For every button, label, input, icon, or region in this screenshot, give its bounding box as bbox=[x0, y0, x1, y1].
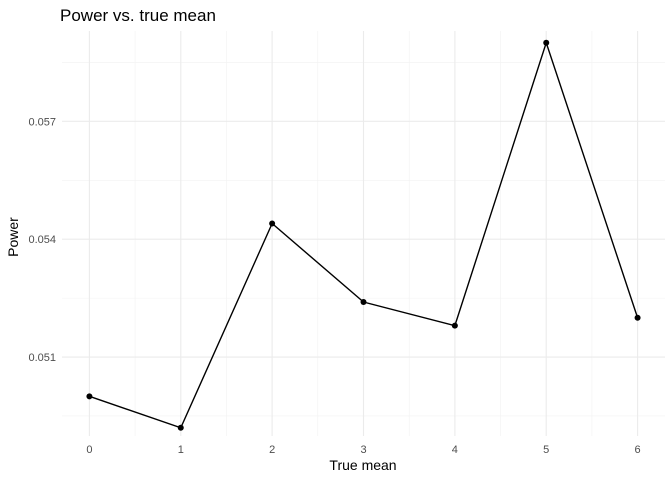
x-tick-label: 0 bbox=[86, 444, 92, 456]
x-tick-label: 3 bbox=[360, 444, 366, 456]
data-point bbox=[360, 299, 367, 306]
data-point bbox=[634, 314, 641, 321]
x-axis-title: True mean bbox=[329, 457, 396, 473]
tick-labels: 0 1 2 3 4 5 6 0.051 0.054 0.057 bbox=[28, 116, 640, 456]
x-tick-label: 5 bbox=[543, 444, 549, 456]
y-tick-label: 0.054 bbox=[28, 234, 56, 246]
y-tick-label: 0.051 bbox=[28, 352, 56, 364]
y-tick-label: 0.057 bbox=[28, 116, 56, 128]
data-point bbox=[269, 220, 276, 227]
grid-lines bbox=[62, 31, 665, 436]
chart-title: Power vs. true mean bbox=[60, 6, 216, 25]
data-point bbox=[177, 424, 184, 431]
x-tick-label: 6 bbox=[635, 444, 641, 456]
y-axis-title: Power bbox=[5, 217, 21, 257]
data-point bbox=[543, 39, 550, 46]
x-tick-label: 2 bbox=[269, 444, 275, 456]
series-layer bbox=[86, 39, 641, 431]
x-tick-label: 1 bbox=[178, 444, 184, 456]
data-point bbox=[451, 322, 458, 329]
data-point bbox=[86, 393, 93, 400]
x-tick-label: 4 bbox=[452, 444, 458, 456]
